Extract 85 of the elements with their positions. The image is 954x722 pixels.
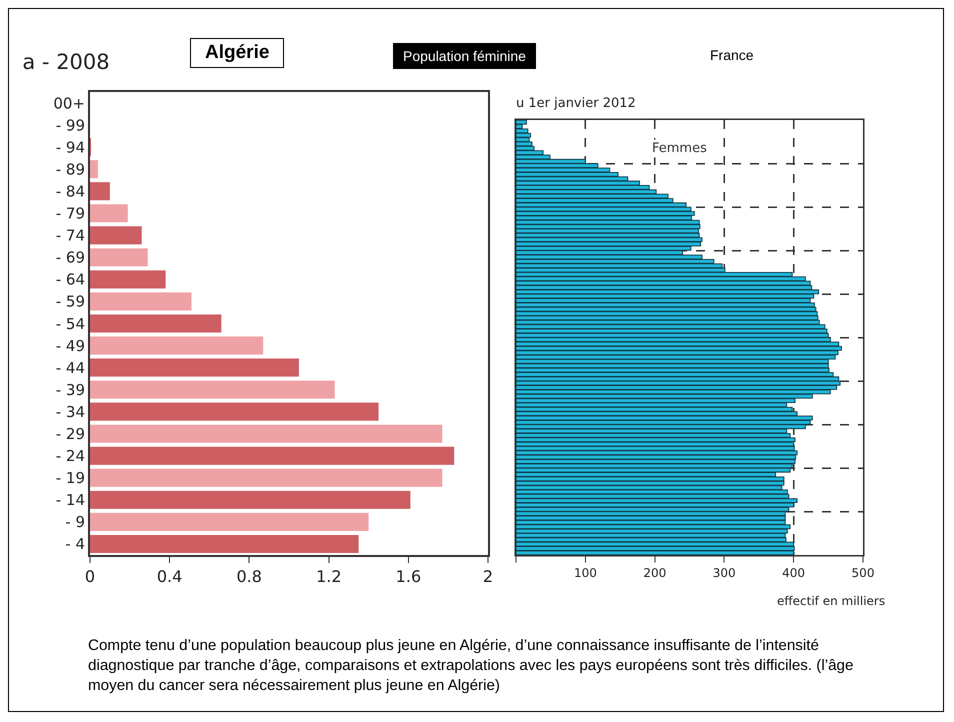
y-tick-label: - 29: [56, 424, 85, 443]
x-tick-label: 100: [574, 566, 597, 580]
y-tick-label: 00+: [53, 94, 85, 112]
bar: [516, 442, 794, 446]
y-tick-label: - 4: [65, 535, 85, 554]
bar: [90, 446, 454, 465]
y-tick-label: - 19: [56, 469, 85, 488]
bar: [516, 454, 796, 460]
bar: [516, 368, 830, 373]
y-tick-label: - 69: [56, 248, 85, 267]
bar: [90, 490, 410, 509]
bar: [90, 182, 110, 200]
bar: [516, 542, 794, 547]
bar: [90, 468, 442, 487]
y-tick-label: - 89: [56, 160, 85, 178]
bar: [516, 120, 527, 125]
bar: [516, 550, 794, 555]
bar: [90, 292, 192, 310]
x-tick-label: 200: [643, 566, 666, 580]
y-tick-label: - 74: [56, 226, 85, 245]
x-tick-label: 500: [852, 566, 874, 580]
bar: [90, 358, 299, 377]
bar: [516, 137, 530, 142]
bar: [90, 424, 442, 443]
y-tick-label: - 64: [56, 270, 85, 289]
bar: [516, 528, 788, 534]
y-tick-label: - 84: [56, 182, 85, 200]
x-tick-label: 1.2: [316, 567, 342, 586]
bar: [90, 270, 166, 288]
y-tick-label: - 24: [56, 447, 85, 466]
bar: [516, 311, 818, 316]
y-tick-label: - 54: [56, 314, 85, 333]
bar: [90, 402, 379, 421]
y-tick-label: - 49: [56, 336, 85, 355]
y-tick-label: - 9: [65, 513, 85, 532]
bar: [516, 211, 695, 216]
bar: [516, 289, 820, 294]
x-axis-title: effectif en milliers: [777, 594, 886, 608]
bar: [516, 420, 811, 425]
bar: [516, 376, 840, 382]
x-tick-label: 0.8: [236, 567, 262, 586]
x-tick-label: 400: [782, 566, 806, 580]
bar: [516, 302, 815, 308]
y-tick-label: - 39: [56, 380, 85, 399]
bar: [516, 298, 811, 303]
chart-title: a - 2008: [22, 50, 110, 74]
bar: [516, 280, 811, 286]
chart-title: u 1er janvier 2012: [516, 96, 636, 112]
y-tick-label: - 34: [56, 402, 85, 421]
x-tick-label: 1.6: [396, 567, 422, 586]
bar: [516, 237, 702, 242]
y-tick-label: - 94: [56, 138, 85, 156]
bar: [516, 224, 700, 229]
bar: [516, 354, 836, 360]
text: Algérie: [190, 38, 284, 68]
bar: [516, 498, 798, 504]
bar: [90, 314, 222, 333]
bar: [516, 476, 784, 482]
y-tick-label: - 44: [56, 358, 85, 377]
x-tick-label: 300: [712, 566, 736, 580]
bar: [90, 380, 335, 399]
text: Compte tenu d’une population beaucoup plus jeune en Algérie, d’une connaissance insuffisante de l’intensité diagnostique par tranche d’âge, comparaisons et extrapolations avec les pays européens sont très difficiles. (l’âge moyen du cancer sera nécessairement plus jeune en Algérie): [88, 636, 854, 696]
bar: [516, 332, 829, 338]
text: Population féminine: [393, 43, 536, 69]
x-tick-label: 2: [482, 567, 494, 586]
x-tick-label: 0: [84, 567, 96, 586]
bar: [90, 160, 98, 178]
text: France: [710, 47, 754, 63]
bar: [90, 512, 369, 531]
bar: [90, 534, 359, 554]
y-tick-label: - 99: [56, 116, 85, 134]
bar: [516, 128, 528, 134]
x-tick-label: 0.4: [156, 567, 182, 586]
bar: [516, 516, 786, 520]
bar: [516, 324, 826, 330]
bar: [516, 346, 842, 351]
annotation: Femmes: [652, 141, 708, 156]
y-tick-label: - 14: [56, 491, 85, 510]
y-tick-label: - 59: [56, 292, 85, 311]
bar: [90, 336, 264, 355]
bar: [516, 463, 793, 468]
bar: [90, 248, 148, 266]
y-tick-label: - 79: [56, 204, 85, 223]
bar: [90, 204, 128, 222]
bar: [90, 226, 142, 244]
